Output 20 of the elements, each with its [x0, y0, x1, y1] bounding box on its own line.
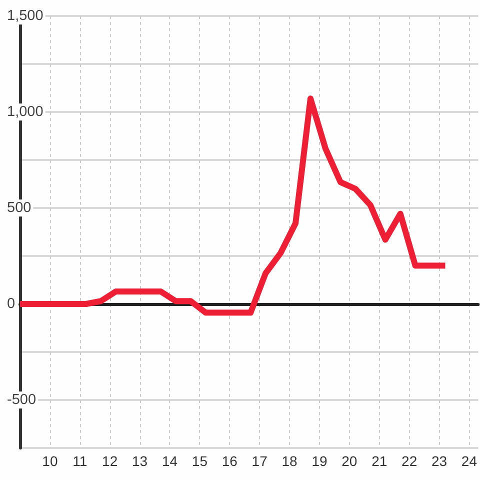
- x-tick-label: 19: [312, 453, 328, 469]
- y-tick-label: 1,500: [7, 8, 44, 24]
- y-tick-label: 0: [7, 296, 16, 312]
- y-tick-label: -500: [7, 392, 36, 408]
- x-tick-label: 10: [42, 453, 58, 469]
- x-tick-label: 24: [461, 453, 478, 469]
- x-tick-label: 11: [72, 453, 88, 469]
- x-tick-label: 16: [222, 453, 238, 469]
- x-tick-label: 15: [192, 453, 208, 469]
- y-tick-label: 500: [7, 200, 32, 216]
- x-tick-label: 14: [162, 453, 178, 469]
- x-tick-label: 23: [431, 453, 448, 469]
- x-tick-label: 22: [402, 453, 418, 469]
- x-tick-label: 20: [342, 453, 358, 469]
- x-tick-label: 18: [282, 453, 298, 469]
- x-tick-label: 21: [372, 453, 388, 469]
- x-tick-label: 12: [102, 453, 118, 469]
- x-tick-label: 13: [132, 453, 148, 469]
- x-tick-label: 17: [252, 453, 268, 469]
- y-tick-label: 1,000: [7, 104, 44, 120]
